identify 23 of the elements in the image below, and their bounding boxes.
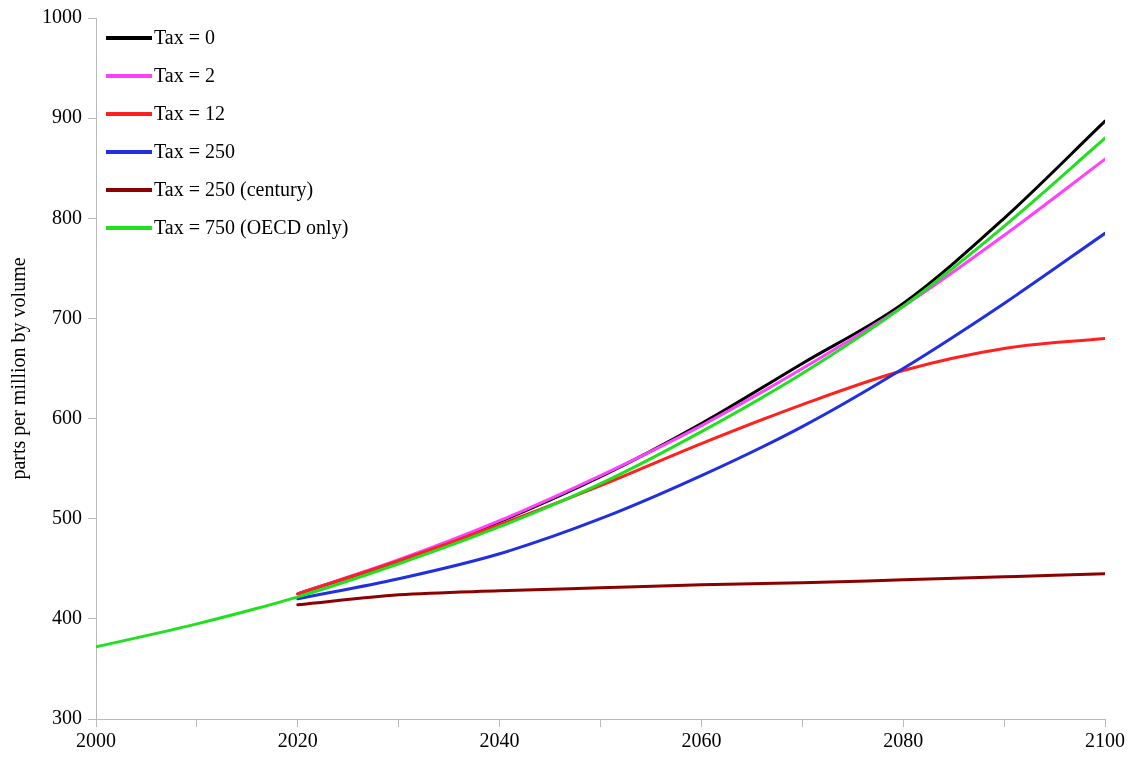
x-tick-label: 2020: [277, 729, 318, 752]
line-series: [96, 136, 1105, 649]
legend-label: Tax = 250: [154, 140, 235, 163]
x-tick-label: 2040: [479, 729, 520, 752]
legend-label: Tax = 12: [154, 102, 225, 125]
legend-label: Tax = 0: [154, 26, 215, 49]
y-tick-label: 800: [52, 205, 82, 228]
legend-label: Tax = 250 (century): [154, 178, 314, 202]
legend-label: Tax = 750 (OECD only): [154, 216, 349, 240]
x-tick-label: 2080: [883, 729, 924, 752]
y-tick-label: 1000: [42, 5, 82, 28]
y-tick-label: 600: [52, 405, 82, 428]
line-series: [296, 572, 1105, 607]
y-tick-label: 500: [52, 505, 82, 528]
y-tick-label: 300: [52, 706, 82, 729]
legend-label: Tax = 2: [154, 64, 215, 87]
y-axis-title: parts per million by volume: [7, 257, 31, 480]
x-tick-label: 2100: [1085, 729, 1125, 752]
y-tick-label: 900: [52, 105, 82, 128]
x-tick-label: 2060: [681, 729, 722, 752]
y-tick-label: 700: [52, 305, 82, 328]
y-tick-label: 400: [52, 606, 82, 629]
x-tick-label: 2000: [76, 729, 116, 752]
